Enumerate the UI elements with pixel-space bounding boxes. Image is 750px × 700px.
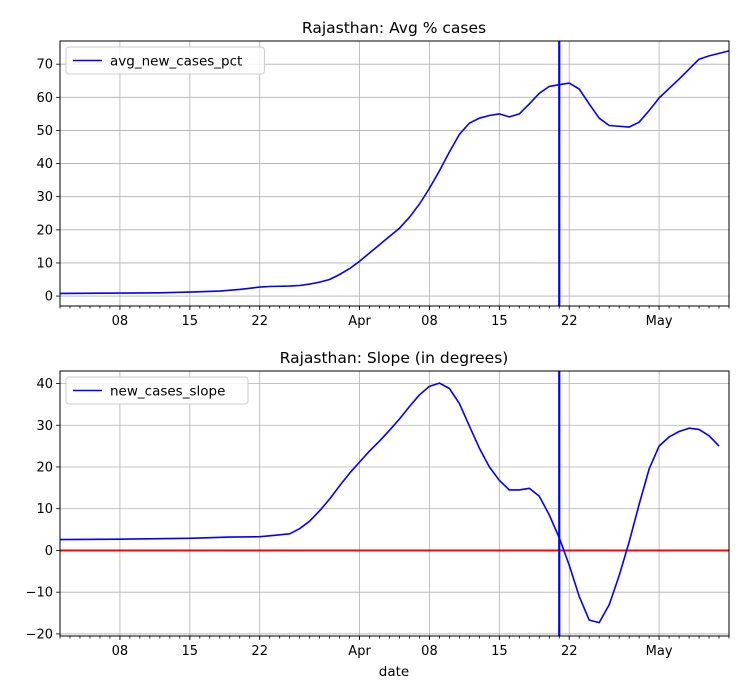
plot-2-grid: [60, 371, 729, 636]
x-tick-label: 15: [491, 644, 508, 659]
series-line-new_cases_slope: [59, 382, 720, 624]
y-tick-label: 20: [36, 223, 53, 238]
y-tick-label: 60: [36, 91, 53, 106]
plot-2-y-ticks: −20 −10 0 10 20 30 40: [26, 377, 60, 642]
y-tick-label: 30: [36, 190, 53, 205]
y-tick-label: 40: [36, 157, 53, 172]
y-tick-label: −20: [26, 627, 53, 642]
y-tick-label: 20: [36, 460, 53, 475]
x-tick-label: Apr: [348, 644, 371, 659]
plot-2-axes-frame: [59, 370, 730, 637]
x-tick-label: 22: [251, 314, 268, 329]
plot-2-legend: new_cases_slope: [65, 376, 249, 405]
legend-label: avg_new_cases_pct: [110, 54, 242, 70]
plot-1-legend: avg_new_cases_pct: [65, 46, 265, 75]
plot-1-series: [59, 50, 730, 295]
y-tick-label: 40: [36, 377, 53, 392]
x-tick-label: 08: [112, 314, 129, 329]
x-tick-label: May: [646, 314, 673, 329]
plot-2-x-ticks: 08 15 22 Apr 08 15 22 May: [59, 636, 730, 659]
plot-2-title: Rajasthan: Slope (in degrees): [280, 349, 509, 367]
legend-label: new_cases_slope: [110, 384, 225, 400]
plot-1-title: Rajasthan: Avg % cases: [302, 19, 486, 37]
plot-2: Rajasthan: Slope (in degrees) −20 −10 0 10 2…: [26, 349, 730, 680]
x-tick-label: 22: [251, 644, 268, 659]
series-line-avg_new_cases_pct: [59, 50, 730, 295]
legend-box: [65, 376, 249, 405]
legend-box: [65, 46, 265, 75]
x-tick-label: 22: [561, 314, 578, 329]
y-tick-label: 70: [36, 58, 53, 73]
plot-2-reference-lines: [60, 371, 729, 636]
plot-2-series: [59, 382, 720, 624]
plot-1-y-ticks: 0 10 20 30 40 50 60 70: [36, 58, 60, 305]
y-tick-label: 10: [36, 256, 53, 271]
y-tick-label: −10: [26, 586, 53, 601]
x-tick-label: 08: [421, 644, 438, 659]
x-tick-label: May: [646, 644, 673, 659]
plot-1-x-ticks: 08 15 22 Apr 08 15 22 May: [59, 306, 730, 329]
plot-1-grid: [60, 41, 729, 306]
x-tick-label: 08: [421, 314, 438, 329]
plot-2-x-axis-label: date: [379, 664, 409, 680]
y-tick-label: 0: [45, 290, 53, 305]
x-tick-label: 08: [112, 644, 129, 659]
plot-1: Rajasthan: Avg % cases 0 10 20 30 40 50 60 70 0…: [36, 19, 730, 329]
y-tick-label: 10: [36, 502, 53, 517]
y-tick-label: 30: [36, 419, 53, 434]
x-tick-label: 15: [182, 314, 199, 329]
x-tick-label: 22: [561, 644, 578, 659]
plot-1-axes-frame: [59, 40, 730, 307]
x-tick-label: 15: [491, 314, 508, 329]
y-tick-label: 0: [45, 544, 53, 559]
y-tick-label: 50: [36, 124, 53, 139]
x-tick-label: 15: [182, 644, 199, 659]
x-tick-label: Apr: [348, 314, 371, 329]
